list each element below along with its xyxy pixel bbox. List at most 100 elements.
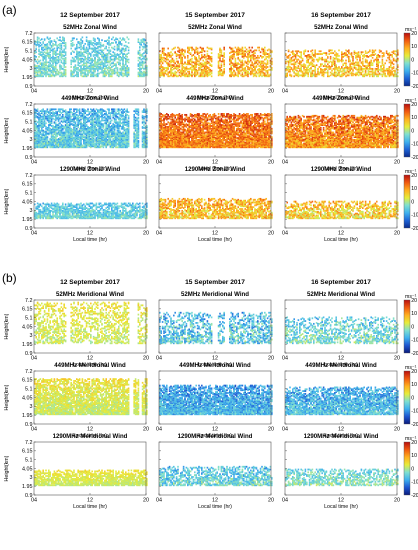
x-tick-label: 04 bbox=[31, 89, 37, 95]
x-tick-label: 12 bbox=[87, 356, 93, 362]
y-tick-label: 6.15 bbox=[22, 449, 33, 455]
panel-date: 15 September 2017 bbox=[185, 12, 245, 19]
heatmap-cells bbox=[159, 197, 273, 220]
x-tick-label: 04 bbox=[282, 427, 288, 433]
y-tick-label: 3 bbox=[30, 208, 33, 214]
panel-title: 52MHz Meridional Wind bbox=[56, 291, 124, 298]
section-label: (b) bbox=[2, 271, 17, 285]
panel-title: 449MHz Meridional Wind bbox=[179, 362, 251, 369]
colorbar-tick-label: 10 bbox=[411, 44, 417, 50]
y-tick-label: 7.2 bbox=[25, 298, 33, 304]
heatmap-panel: 15 September 2017 52MHz Zonal Wind 04 12 20 L… bbox=[156, 12, 274, 101]
colorbar: 20 10 0 -10 -20 ms⁻¹ bbox=[403, 294, 418, 357]
panel-title: 52MHz Meridional Wind bbox=[181, 291, 249, 298]
y-tick-label: 0.9 bbox=[25, 422, 33, 428]
heatmap-panel: 1290MHz Zonal Wind 04 12 20 Local time (hr) bbox=[156, 166, 274, 243]
colorbar-tick-label: -10 bbox=[411, 409, 418, 415]
x-tick-label: 12 bbox=[87, 160, 93, 166]
y-tick-label: 1.95 bbox=[22, 413, 33, 419]
heatmap-panel: 1290MHz Meridional Wind 04 12 20 Local time … bbox=[156, 433, 274, 510]
heatmap-panel: 16 September 2017 52MHz Zonal Wind 04 12 20 L… bbox=[282, 12, 400, 101]
y-tick-label: 6.15 bbox=[22, 182, 33, 188]
heatmap-cells bbox=[285, 114, 399, 149]
colorbar-tick-label: -20 bbox=[411, 493, 418, 499]
colorbar-tick-label: 10 bbox=[411, 115, 417, 121]
x-tick-label: 12 bbox=[338, 231, 344, 237]
colorbar-tick-label: 20 bbox=[411, 369, 417, 375]
x-tick-label: 12 bbox=[212, 231, 218, 237]
colorbar: 20 10 0 -10 -20 ms⁻¹ bbox=[403, 27, 418, 90]
y-axis-label: Height(km) bbox=[4, 384, 10, 410]
x-tick-label: 20 bbox=[394, 498, 400, 504]
colorbar-unit: ms⁻¹ bbox=[405, 98, 417, 104]
heatmap-panel: 1290MHz Zonal Wind 04 12 20 Local time (hr) bbox=[282, 166, 400, 243]
colorbar-unit: ms⁻¹ bbox=[405, 27, 417, 33]
x-tick-label: 04 bbox=[31, 498, 37, 504]
colorbar-tick-label: 10 bbox=[411, 311, 417, 317]
colorbar-tick-label: -10 bbox=[411, 338, 418, 344]
x-tick-label: 20 bbox=[143, 231, 149, 237]
colorbar-tick-label: -20 bbox=[411, 422, 418, 428]
y-tick-label: 5.1 bbox=[25, 315, 33, 321]
heatmap-panel: 16 September 2017 52MHz Meridional Wind 04… bbox=[282, 279, 400, 368]
x-tick-label: 20 bbox=[268, 89, 274, 95]
x-axis-label: Local time (hr) bbox=[73, 166, 107, 172]
panel-title: 1290MHz Zonal Wind bbox=[185, 166, 246, 173]
panel-date: 12 September 2017 bbox=[60, 12, 120, 19]
colorbar-tick-label: 0 bbox=[411, 57, 414, 63]
heatmap-panel: 449MHz Meridional Wind 04 12 20 Local time (… bbox=[156, 362, 274, 439]
x-axis-label: Local time (hr) bbox=[324, 95, 358, 101]
x-tick-label: 04 bbox=[282, 498, 288, 504]
y-axis-label: Height(km) bbox=[4, 313, 10, 339]
x-axis-label: Local time (hr) bbox=[198, 95, 232, 101]
panel-title: 1290MHz Meridional Wind bbox=[53, 433, 128, 440]
colorbar-tick-label: 20 bbox=[411, 298, 417, 304]
x-tick-label: 12 bbox=[87, 231, 93, 237]
x-tick-label: 12 bbox=[87, 89, 93, 95]
colorbar-tick-label: 0 bbox=[411, 466, 414, 472]
y-tick-label: 1.95 bbox=[22, 75, 33, 81]
colorbar-tick-label: 0 bbox=[411, 395, 414, 401]
y-tick-label: 7.2 bbox=[25, 440, 33, 446]
colorbar-tick-label: 20 bbox=[411, 31, 417, 37]
x-tick-label: 20 bbox=[394, 160, 400, 166]
heatmap-panel: 15 September 2017 52MHz Meridional Wind 04… bbox=[156, 279, 274, 368]
x-tick-label: 04 bbox=[156, 89, 162, 95]
y-tick-label: 7.2 bbox=[25, 369, 33, 375]
x-axis-label: Local time (hr) bbox=[324, 362, 358, 368]
colorbar: 20 10 0 -10 -20 ms⁻¹ bbox=[403, 436, 418, 499]
panel-date: 16 September 2017 bbox=[311, 279, 371, 286]
y-tick-label: 3 bbox=[30, 66, 33, 72]
y-tick-label: 3 bbox=[30, 137, 33, 143]
x-tick-label: 04 bbox=[282, 160, 288, 166]
y-tick-label: 6.15 bbox=[22, 111, 33, 117]
y-tick-label: 3 bbox=[30, 333, 33, 339]
panel-title: 52MHz Zonal Wind bbox=[63, 24, 117, 31]
x-tick-label: 04 bbox=[31, 356, 37, 362]
x-axis-label: Local time (hr) bbox=[73, 95, 107, 101]
colorbar: 20 10 0 -10 -20 ms⁻¹ bbox=[403, 365, 418, 428]
y-tick-label: 1.95 bbox=[22, 342, 33, 348]
colorbar-tick-label: 10 bbox=[411, 453, 417, 459]
colorbar-tick-label: 10 bbox=[411, 382, 417, 388]
y-tick-label: 4.05 bbox=[22, 324, 33, 330]
y-axis-label: Height(km) bbox=[4, 117, 10, 143]
y-tick-label: 4.05 bbox=[22, 57, 33, 63]
x-axis-label: Local time (hr) bbox=[198, 433, 232, 439]
y-tick-label: 6.15 bbox=[22, 40, 33, 46]
panel-date: 12 September 2017 bbox=[60, 279, 120, 286]
section-label: (a) bbox=[2, 3, 17, 17]
heatmap-panel: 1290MHz Meridional Wind 04 12 20 Local time … bbox=[4, 433, 149, 510]
panel-title: 449MHz Meridional Wind bbox=[305, 362, 377, 369]
x-tick-label: 12 bbox=[338, 427, 344, 433]
x-axis-label: Local time (hr) bbox=[324, 237, 358, 243]
x-tick-label: 04 bbox=[156, 160, 162, 166]
x-tick-label: 04 bbox=[31, 231, 37, 237]
x-tick-label: 04 bbox=[282, 231, 288, 237]
heatmap-cells bbox=[34, 378, 148, 416]
heatmap-cells bbox=[159, 465, 273, 487]
panel-title: 449MHz Meridional Wind bbox=[54, 362, 126, 369]
panel-title: 1290MHz Zonal Wind bbox=[60, 166, 121, 173]
x-axis-label: Local time (hr) bbox=[198, 362, 232, 368]
x-tick-label: 20 bbox=[394, 356, 400, 362]
